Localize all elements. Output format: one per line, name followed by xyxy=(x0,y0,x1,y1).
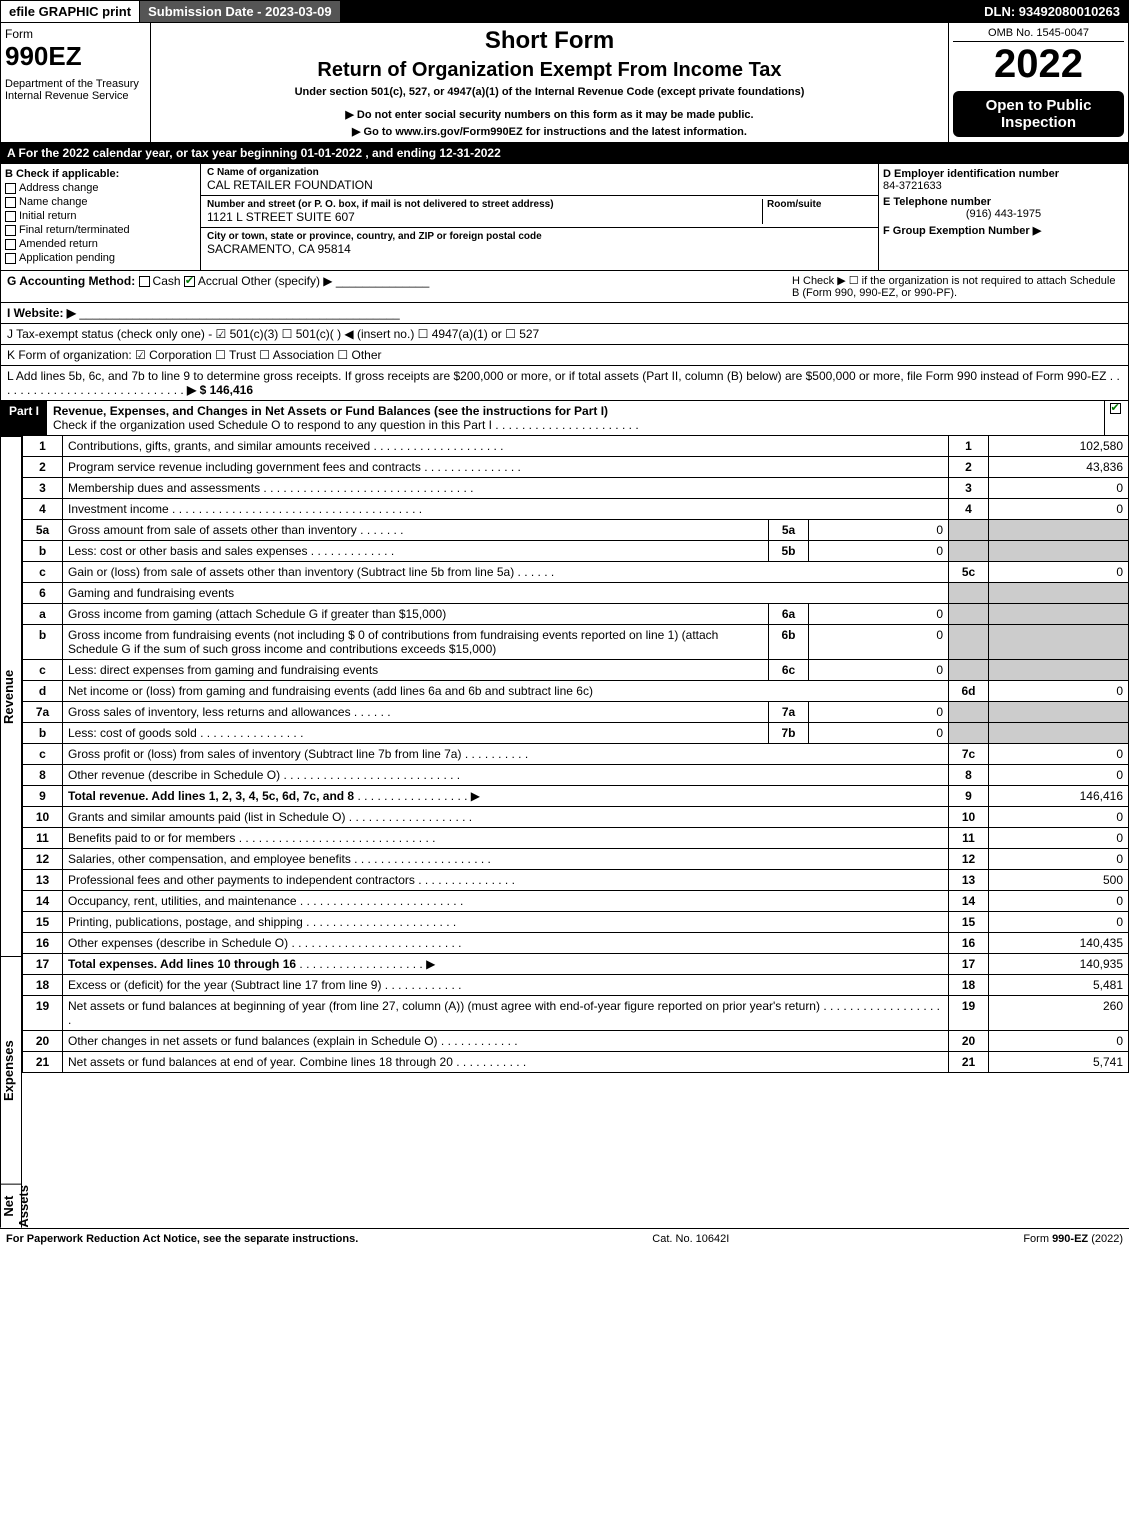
line-6b: bGross income from fundraising events (n… xyxy=(23,625,1129,660)
part-i-check-text: Check if the organization used Schedule … xyxy=(53,418,492,432)
part-i-header: Part I Revenue, Expenses, and Changes in… xyxy=(0,401,1129,436)
lines-table: 1Contributions, gifts, grants, and simil… xyxy=(22,436,1129,1073)
b-label: B Check if applicable: xyxy=(5,168,196,180)
section-a: A For the 2022 calendar year, or tax yea… xyxy=(0,143,1129,164)
cat-no: Cat. No. 10642I xyxy=(652,1233,729,1245)
room-label: Room/suite xyxy=(767,199,872,210)
line-5a: 5aGross amount from sale of assets other… xyxy=(23,520,1129,541)
top-bar: efile GRAPHIC print Submission Date - 20… xyxy=(0,0,1129,23)
line-3: 3Membership dues and assessments . . . .… xyxy=(23,478,1129,499)
line-17: 17Total expenses. Add lines 10 through 1… xyxy=(23,954,1129,975)
section-l: L Add lines 5b, 6c, and 7b to line 9 to … xyxy=(0,366,1129,401)
return-title: Return of Organization Exempt From Incom… xyxy=(155,59,944,82)
org-name: CAL RETAILER FOUNDATION xyxy=(207,178,872,192)
c-city-label: City or town, state or province, country… xyxy=(207,231,872,242)
line-16: 16Other expenses (describe in Schedule O… xyxy=(23,933,1129,954)
line-9: 9Total revenue. Add lines 1, 2, 3, 4, 5c… xyxy=(23,786,1129,807)
dept-label: Department of the Treasury Internal Reve… xyxy=(5,78,146,102)
form-number: 990EZ xyxy=(5,41,146,72)
line-14: 14Occupancy, rent, utilities, and mainte… xyxy=(23,891,1129,912)
part-i-lines: Revenue Expenses Net Assets 1Contributio… xyxy=(0,436,1129,1228)
g-label: G Accounting Method: xyxy=(7,274,135,288)
d-ein-label: D Employer identification number xyxy=(883,168,1124,180)
section-h: H Check ▶ ☐ if the organization is not r… xyxy=(792,274,1122,299)
line-8: 8Other revenue (describe in Schedule O) … xyxy=(23,765,1129,786)
chk-final-return[interactable]: Final return/terminated xyxy=(5,224,196,236)
part-i-title: Revenue, Expenses, and Changes in Net As… xyxy=(53,404,608,418)
paperwork-notice: For Paperwork Reduction Act Notice, see … xyxy=(6,1233,358,1245)
form-ref: Form 990-EZ (2022) xyxy=(1023,1233,1123,1245)
line-13: 13Professional fees and other payments t… xyxy=(23,870,1129,891)
short-form-title: Short Form xyxy=(155,27,944,55)
line-6c: cLess: direct expenses from gaming and f… xyxy=(23,660,1129,681)
tax-year: 2022 xyxy=(953,42,1124,87)
chk-application-pending[interactable]: Application pending xyxy=(5,252,196,264)
line-21: 21Net assets or fund balances at end of … xyxy=(23,1052,1129,1073)
line-5c: cGain or (loss) from sale of assets othe… xyxy=(23,562,1129,583)
line-2: 2Program service revenue including gover… xyxy=(23,457,1129,478)
g-other: Other (specify) ▶ xyxy=(241,274,332,288)
chk-accrual[interactable] xyxy=(184,276,195,287)
section-c: C Name of organization CAL RETAILER FOUN… xyxy=(201,164,878,270)
section-bcdef: B Check if applicable: Address change Na… xyxy=(0,164,1129,271)
c-name-label: C Name of organization xyxy=(207,167,872,178)
form-header: Form 990EZ Department of the Treasury In… xyxy=(0,23,1129,143)
chk-amended-return[interactable]: Amended return xyxy=(5,238,196,250)
ssn-warning: ▶ Do not enter social security numbers o… xyxy=(155,108,944,121)
telephone: (916) 443-1975 xyxy=(883,208,1124,220)
org-city: SACRAMENTO, CA 95814 xyxy=(207,242,872,256)
part-i-tag: Part I xyxy=(1,401,47,435)
section-b: B Check if applicable: Address change Na… xyxy=(1,164,201,270)
section-i: I Website: ▶ ___________________________… xyxy=(0,303,1129,324)
chk-address-change[interactable]: Address change xyxy=(5,182,196,194)
page-footer: For Paperwork Reduction Act Notice, see … xyxy=(0,1228,1129,1249)
line-11: 11Benefits paid to or for members . . . … xyxy=(23,828,1129,849)
section-j: J Tax-exempt status (check only one) - ☑… xyxy=(0,324,1129,345)
section-gh: G Accounting Method: Cash Accrual Other … xyxy=(0,271,1129,303)
side-revenue: Revenue xyxy=(0,436,22,956)
line-6d: dNet income or (loss) from gaming and fu… xyxy=(23,681,1129,702)
efile-print[interactable]: efile GRAPHIC print xyxy=(1,1,140,22)
org-street: 1121 L STREET SUITE 607 xyxy=(207,210,762,224)
l-amount: ▶ $ 146,416 xyxy=(187,383,253,397)
section-k: K Form of organization: ☑ Corporation ☐ … xyxy=(0,345,1129,366)
chk-name-change[interactable]: Name change xyxy=(5,196,196,208)
open-public-badge: Open to Public Inspection xyxy=(953,91,1124,137)
line-18: 18Excess or (deficit) for the year (Subt… xyxy=(23,975,1129,996)
line-5b: bLess: cost or other basis and sales exp… xyxy=(23,541,1129,562)
form-word: Form xyxy=(5,27,146,41)
line-10: 10Grants and similar amounts paid (list … xyxy=(23,807,1129,828)
c-street-label: Number and street (or P. O. box, if mail… xyxy=(207,199,762,210)
line-6: 6Gaming and fundraising events xyxy=(23,583,1129,604)
f-group-label: F Group Exemption Number ▶ xyxy=(883,224,1124,237)
line-6a: aGross income from gaming (attach Schedu… xyxy=(23,604,1129,625)
line-19: 19Net assets or fund balances at beginni… xyxy=(23,996,1129,1031)
dln: DLN: 93492080010263 xyxy=(976,1,1128,22)
section-g: G Accounting Method: Cash Accrual Other … xyxy=(7,274,792,299)
side-expenses: Expenses xyxy=(0,956,22,1184)
line-4: 4Investment income . . . . . . . . . . .… xyxy=(23,499,1129,520)
submission-date: Submission Date - 2023-03-09 xyxy=(140,1,341,22)
line-20: 20Other changes in net assets or fund ba… xyxy=(23,1031,1129,1052)
chk-initial-return[interactable]: Initial return xyxy=(5,210,196,222)
part-i-checkbox[interactable] xyxy=(1104,401,1128,435)
line-15: 15Printing, publications, postage, and s… xyxy=(23,912,1129,933)
line-7a: 7aGross sales of inventory, less returns… xyxy=(23,702,1129,723)
section-def: D Employer identification number 84-3721… xyxy=(878,164,1128,270)
under-section: Under section 501(c), 527, or 4947(a)(1)… xyxy=(155,86,944,98)
line-1: 1Contributions, gifts, grants, and simil… xyxy=(23,436,1129,457)
chk-cash[interactable] xyxy=(139,276,150,287)
side-net-assets: Net Assets xyxy=(0,1184,22,1228)
line-12: 12Salaries, other compensation, and empl… xyxy=(23,849,1129,870)
line-7c: cGross profit or (loss) from sales of in… xyxy=(23,744,1129,765)
omb-number: OMB No. 1545-0047 xyxy=(953,27,1124,42)
goto-link[interactable]: ▶ Go to www.irs.gov/Form990EZ for instru… xyxy=(155,125,944,138)
e-tel-label: E Telephone number xyxy=(883,196,1124,208)
ein: 84-3721633 xyxy=(883,180,1124,192)
line-7b: bLess: cost of goods sold . . . . . . . … xyxy=(23,723,1129,744)
